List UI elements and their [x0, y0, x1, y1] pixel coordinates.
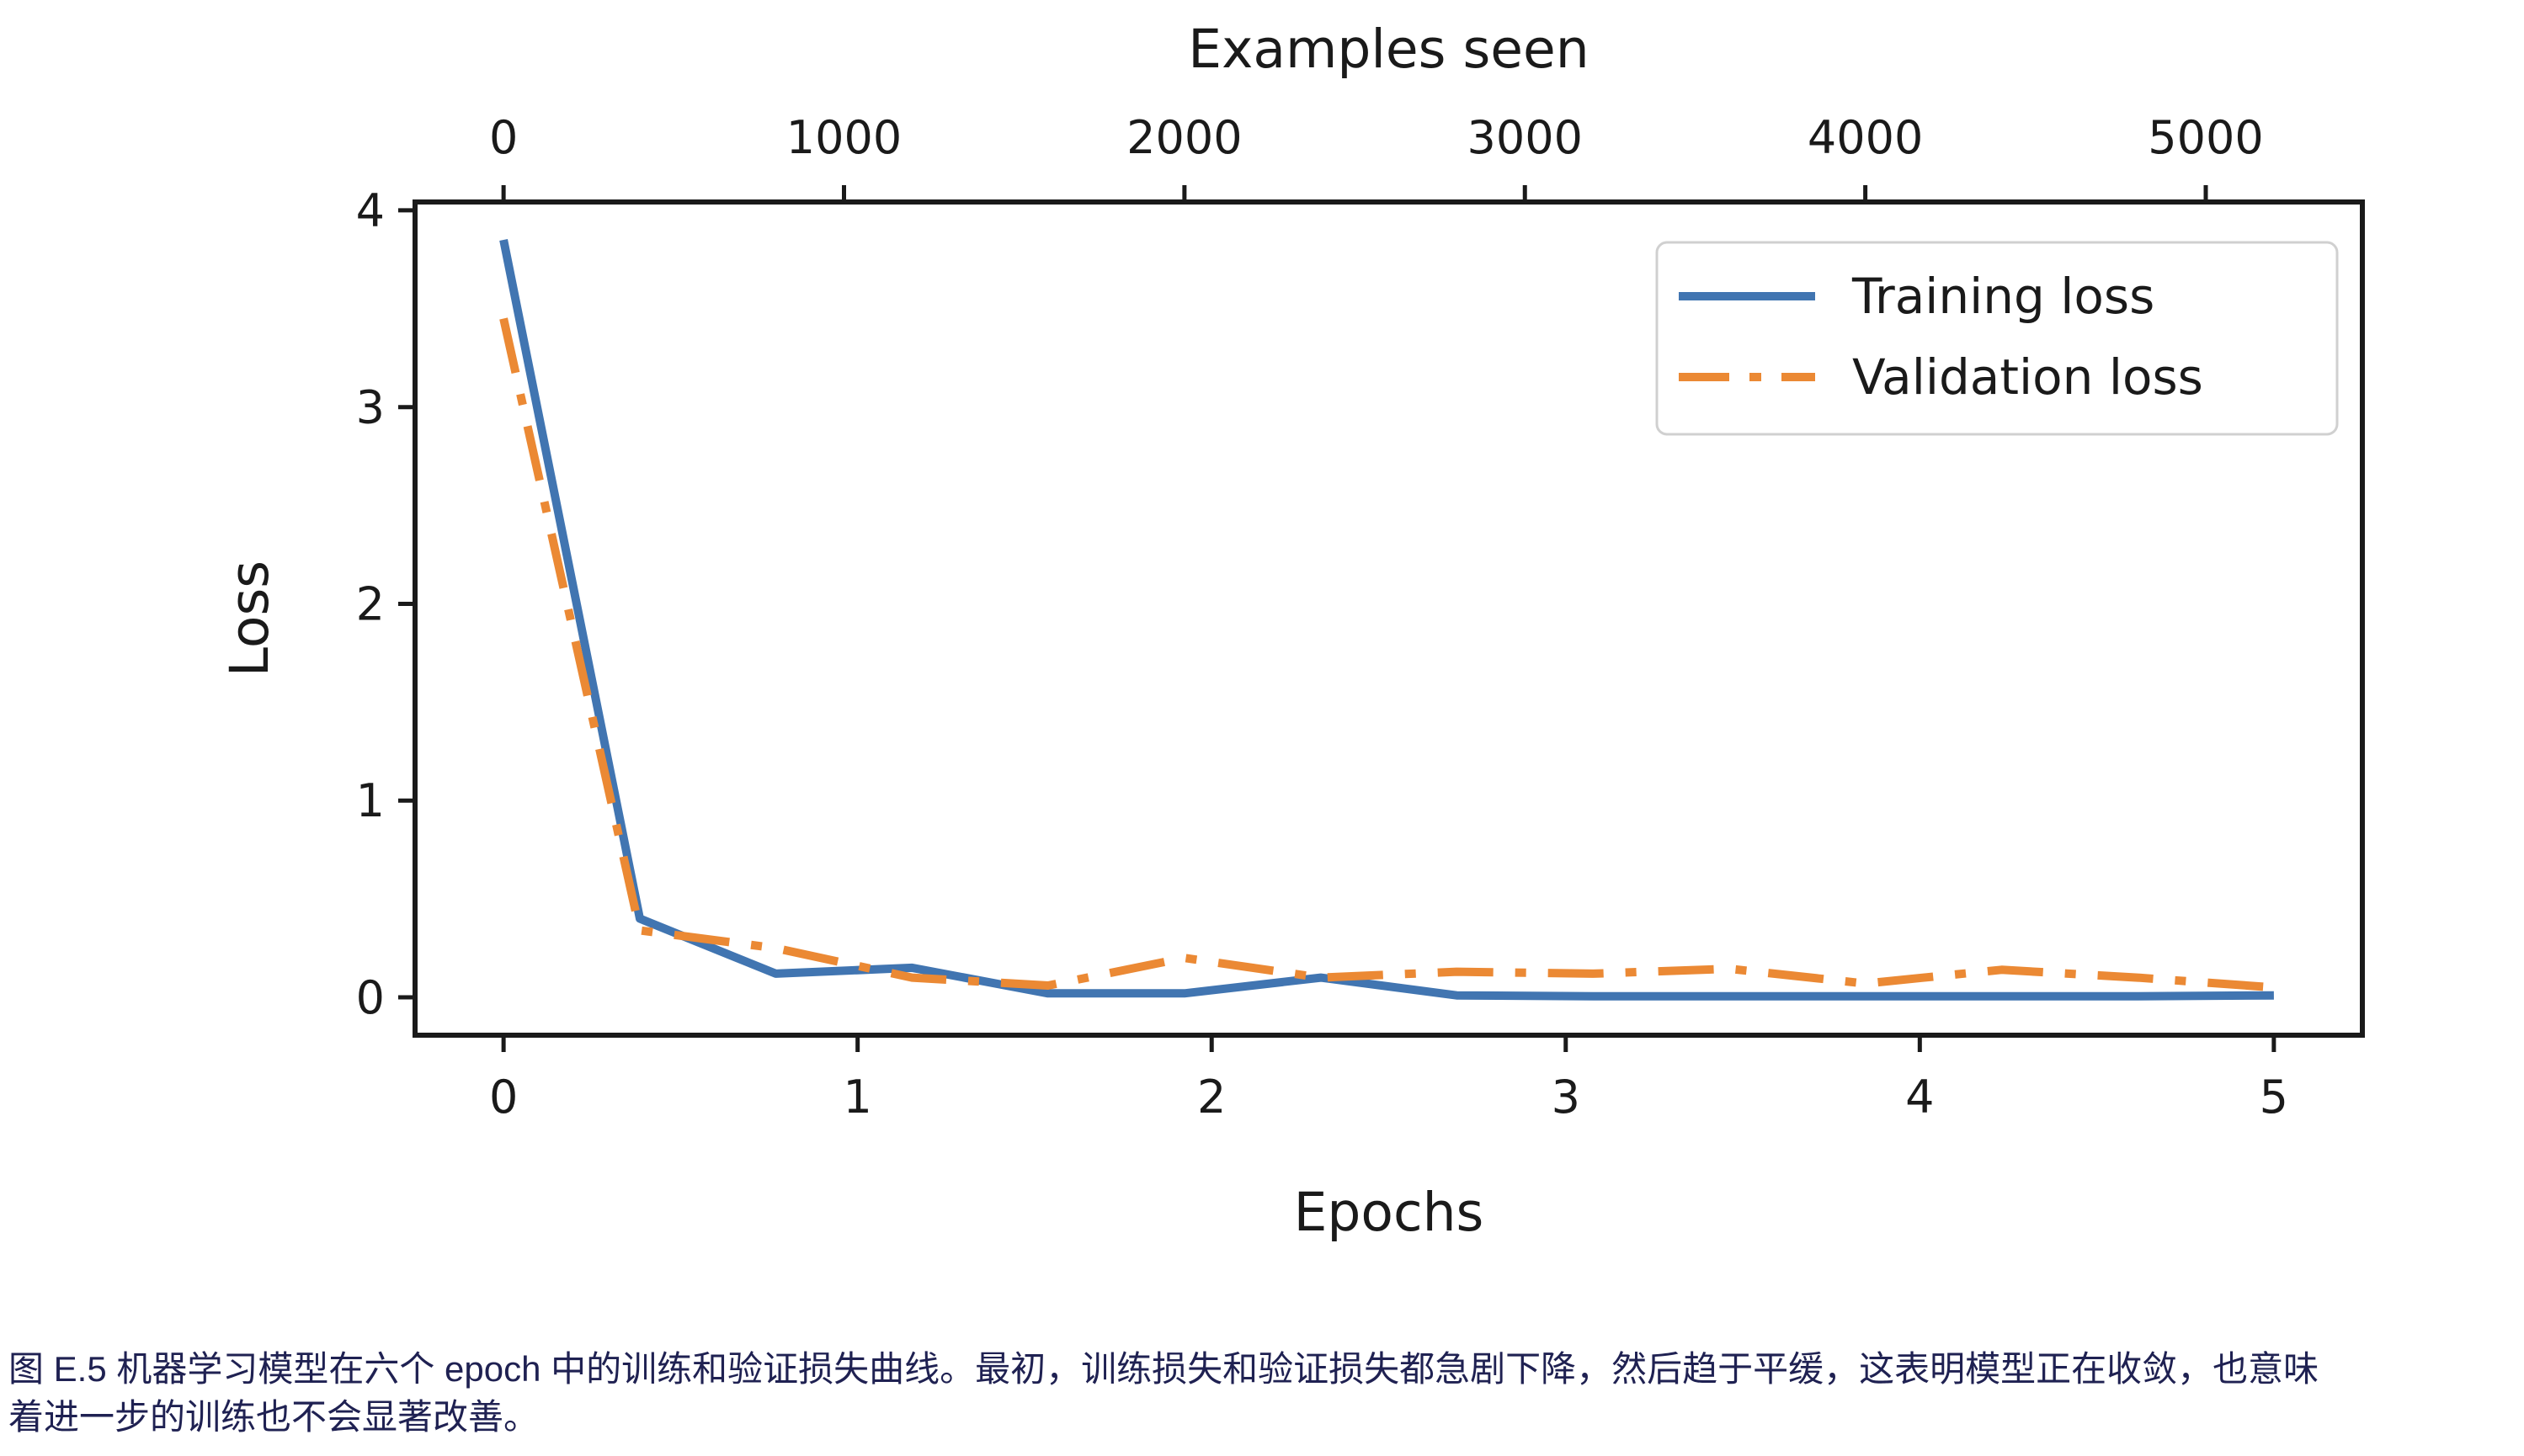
x-tick-label: 0 — [489, 1071, 518, 1124]
top-tick-label: 2000 — [1126, 111, 1242, 164]
x-axis-title: Epochs — [1294, 1182, 1484, 1243]
legend: Training loss Validation loss — [1655, 241, 2339, 436]
x-tick-label: 1 — [844, 1071, 872, 1124]
loss-figure: 0 1 2 3 4 0 1 2 3 4 5 0 1000 2000 3000 4000 5000 Examples… — [219, 19, 2365, 1243]
top-tick-label: 4000 — [1808, 111, 1923, 164]
caption-line-2: 着进一步的训练也不会显著改善。 — [8, 1397, 540, 1437]
figure-caption: 图 E.5 机器学习模型在六个 epoch 中的训练和验证损失曲线。最初，训练损… — [8, 1345, 2517, 1441]
y-tick-label: 4 — [356, 184, 385, 237]
caption-line-1: 图 E.5 机器学习模型在六个 epoch 中的训练和验证损失曲线。最初，训练损… — [8, 1349, 2319, 1389]
training-loss-line — [499, 239, 2274, 1001]
y-tick-label: 3 — [356, 381, 385, 434]
y-tick-label: 0 — [356, 971, 385, 1024]
x-tick-label: 5 — [2260, 1071, 2288, 1124]
series-lines — [499, 239, 2275, 1001]
legend-box — [1655, 241, 2339, 436]
y-tick-label: 1 — [356, 774, 385, 827]
loss-chart: 0 1 2 3 4 0 1 2 3 4 5 0 1000 2000 3000 4000 5000 Examples… — [219, 19, 2365, 1243]
y-tick-label: 2 — [356, 577, 385, 630]
x-tick-label: 2 — [1197, 1071, 1226, 1124]
x-axis-top: 0 1000 2000 3000 4000 5000 — [489, 111, 2264, 202]
legend-training-label: Training loss — [1851, 268, 2154, 325]
top-tick-label: 5000 — [2148, 111, 2263, 164]
x-axis-bottom: 0 1 2 3 4 5 — [489, 1035, 2288, 1124]
legend-validation-label: Validation loss — [1852, 348, 2203, 406]
validation-loss-line — [499, 317, 2275, 992]
x-tick-label: 4 — [1905, 1071, 1934, 1124]
top-tick-label: 3000 — [1467, 111, 1583, 164]
top-tick-label: 1000 — [786, 111, 902, 164]
plot-box — [413, 199, 2365, 1038]
top-axis-title: Examples seen — [1188, 19, 1589, 80]
y-axis-title: Loss — [219, 561, 280, 677]
top-tick-label: 0 — [489, 111, 518, 164]
y-axis: 0 1 2 3 4 — [356, 184, 415, 1024]
x-tick-label: 3 — [1552, 1071, 1580, 1124]
